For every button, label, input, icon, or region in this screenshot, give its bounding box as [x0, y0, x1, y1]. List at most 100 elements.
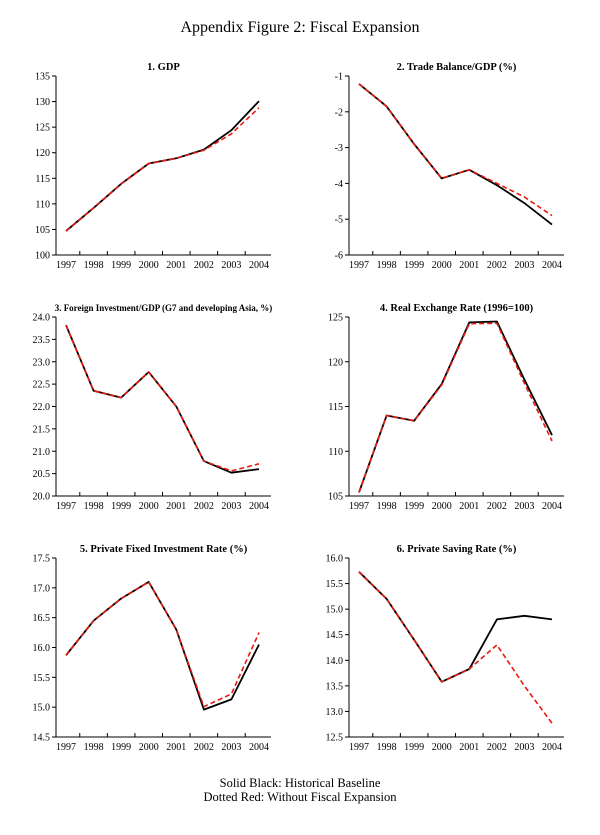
svg-text:15.5: 15.5 — [326, 579, 344, 590]
chart-trade-balance: 2. Trade Balance/GDP (%) -6 -5 -4 -3 -2 -1 1997… — [309, 60, 594, 272]
svg-text:5. Private Fixed Investment Ra: 5. Private Fixed Investment Rate (%) — [80, 544, 248, 555]
legend-counterfactual-label: Dotted Red: Without Fiscal Expansion — [203, 790, 397, 804]
svg-text:2002: 2002 — [487, 501, 507, 512]
svg-text:17.5: 17.5 — [33, 554, 51, 565]
svg-text:2003: 2003 — [221, 501, 241, 512]
svg-text:2004: 2004 — [249, 742, 269, 753]
chart-foreign-investment: 3. Foreign Investment/GDP (G7 and develo… — [16, 301, 301, 513]
svg-text:1997: 1997 — [56, 501, 76, 512]
svg-text:2002: 2002 — [487, 742, 507, 753]
svg-text:1998: 1998 — [84, 501, 104, 512]
real-exchange-rate-chart-canvas: 4. Real Exchange Rate (1996=100) 105 110 11… — [328, 303, 564, 512]
svg-text:1999: 1999 — [111, 260, 131, 271]
svg-text:1997: 1997 — [56, 260, 76, 271]
svg-text:4. Real Exchange Rate (1996=10: 4. Real Exchange Rate (1996=100) — [380, 303, 534, 314]
svg-text:-6: -6 — [335, 251, 343, 262]
svg-text:2004: 2004 — [249, 501, 269, 512]
svg-text:14.0: 14.0 — [326, 656, 344, 667]
svg-text:14.5: 14.5 — [326, 630, 344, 641]
svg-text:1997: 1997 — [349, 501, 369, 512]
svg-text:2. Trade Balance/GDP (%): 2. Trade Balance/GDP (%) — [397, 62, 517, 73]
svg-text:2001: 2001 — [166, 501, 186, 512]
charts-grid: 1. GDP 100 105 110 115 120 125 130 135 1997 1998 19… — [0, 60, 600, 754]
svg-text:1999: 1999 — [111, 742, 131, 753]
svg-text:2000: 2000 — [139, 742, 159, 753]
chart-private-fixed-investment: 5. Private Fixed Investment Rate (%) 14.5… — [16, 542, 301, 754]
svg-text:3. Foreign Investment/GDP (G7: 3. Foreign Investment/GDP (G7 and develo… — [55, 303, 273, 313]
svg-text:2001: 2001 — [459, 501, 479, 512]
svg-text:2002: 2002 — [487, 260, 507, 271]
svg-text:-4: -4 — [335, 179, 343, 190]
svg-text:1997: 1997 — [56, 742, 76, 753]
svg-text:125: 125 — [328, 313, 343, 324]
svg-text:2002: 2002 — [194, 742, 214, 753]
svg-text:1998: 1998 — [377, 260, 397, 271]
svg-text:2003: 2003 — [514, 742, 534, 753]
foreign-investment-chart-canvas: 3. Foreign Investment/GDP (G7 and develo… — [33, 303, 273, 512]
svg-text:1998: 1998 — [377, 501, 397, 512]
private-saving-chart-canvas: 6. Private Saving Rate (%) 12.5 13.0 13.5 14… — [326, 544, 564, 753]
svg-text:105: 105 — [35, 225, 50, 236]
svg-text:2001: 2001 — [459, 742, 479, 753]
svg-text:13.0: 13.0 — [326, 707, 344, 718]
svg-text:-3: -3 — [335, 143, 343, 154]
svg-text:135: 135 — [35, 72, 50, 83]
svg-text:2003: 2003 — [221, 742, 241, 753]
svg-text:130: 130 — [35, 97, 50, 108]
gdp-chart-canvas: 1. GDP 100 105 110 115 120 125 130 135 1997 1998 19… — [35, 62, 271, 271]
svg-text:110: 110 — [35, 199, 50, 210]
svg-text:-1: -1 — [335, 72, 343, 83]
svg-text:105: 105 — [328, 492, 343, 503]
svg-text:2003: 2003 — [514, 501, 534, 512]
svg-text:2004: 2004 — [542, 742, 562, 753]
chart-real-exchange-rate: 4. Real Exchange Rate (1996=100) 105 110 11… — [309, 301, 594, 513]
svg-text:115: 115 — [328, 402, 343, 413]
svg-text:21.0: 21.0 — [33, 447, 51, 458]
svg-text:1998: 1998 — [84, 742, 104, 753]
svg-text:1997: 1997 — [349, 260, 369, 271]
svg-text:2001: 2001 — [166, 742, 186, 753]
svg-text:12.5: 12.5 — [326, 733, 344, 744]
svg-text:23.5: 23.5 — [33, 335, 51, 346]
svg-text:20.0: 20.0 — [33, 492, 51, 503]
svg-text:2004: 2004 — [542, 260, 562, 271]
svg-text:2003: 2003 — [221, 260, 241, 271]
svg-text:22.5: 22.5 — [33, 380, 51, 391]
figure-legend: Solid Black: Historical Baseline Dotted … — [0, 776, 600, 804]
trade-balance-chart-canvas: 2. Trade Balance/GDP (%) -6 -5 -4 -3 -2 -1 1997… — [335, 62, 564, 271]
svg-text:15.0: 15.0 — [326, 605, 344, 616]
svg-text:1998: 1998 — [84, 260, 104, 271]
svg-text:1999: 1999 — [111, 501, 131, 512]
svg-text:1999: 1999 — [404, 501, 424, 512]
svg-text:14.5: 14.5 — [33, 733, 51, 744]
svg-text:2000: 2000 — [432, 260, 452, 271]
private-fixed-investment-chart-canvas: 5. Private Fixed Investment Rate (%) 14.5… — [33, 544, 271, 753]
svg-text:1. GDP: 1. GDP — [147, 62, 180, 73]
svg-text:16.5: 16.5 — [33, 613, 51, 624]
svg-text:2001: 2001 — [459, 260, 479, 271]
svg-text:2002: 2002 — [194, 501, 214, 512]
svg-text:2000: 2000 — [139, 501, 159, 512]
svg-text:6. Private Saving Rate (%): 6. Private Saving Rate (%) — [397, 544, 517, 555]
svg-text:2000: 2000 — [139, 260, 159, 271]
svg-text:2000: 2000 — [432, 742, 452, 753]
svg-text:-2: -2 — [335, 107, 343, 118]
svg-text:120: 120 — [35, 148, 50, 159]
svg-text:2002: 2002 — [194, 260, 214, 271]
svg-text:17.0: 17.0 — [33, 583, 51, 594]
svg-text:1999: 1999 — [404, 260, 424, 271]
svg-text:120: 120 — [328, 357, 343, 368]
svg-text:1997: 1997 — [349, 742, 369, 753]
svg-text:2000: 2000 — [432, 501, 452, 512]
svg-text:115: 115 — [35, 174, 50, 185]
svg-text:100: 100 — [35, 251, 50, 262]
chart-private-saving: 6. Private Saving Rate (%) 12.5 13.0 13.5 14… — [309, 542, 594, 754]
svg-text:1998: 1998 — [377, 742, 397, 753]
svg-text:15.5: 15.5 — [33, 673, 51, 684]
svg-text:1999: 1999 — [404, 742, 424, 753]
svg-text:24.0: 24.0 — [33, 313, 51, 324]
legend-baseline-label: Solid Black: Historical Baseline — [219, 776, 381, 790]
figure-title: Appendix Figure 2: Fiscal Expansion — [180, 19, 420, 36]
svg-text:16.0: 16.0 — [33, 643, 51, 654]
